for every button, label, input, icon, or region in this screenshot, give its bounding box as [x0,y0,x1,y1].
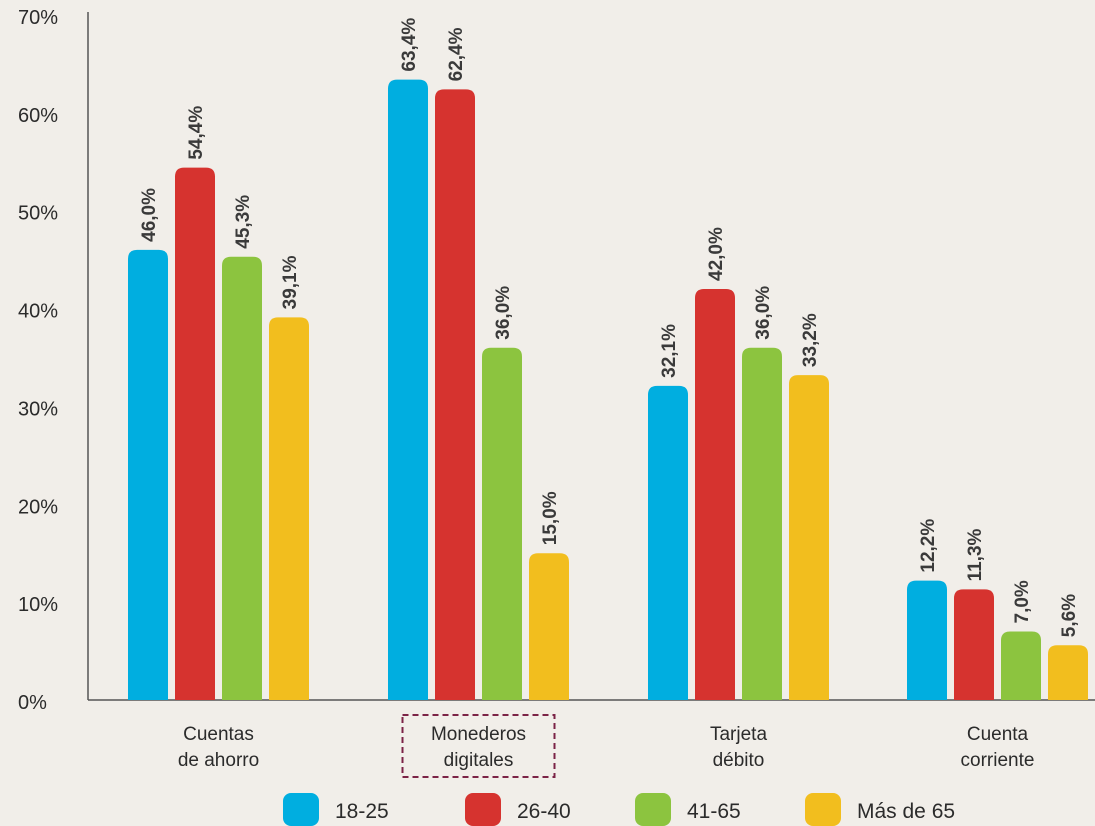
bar [529,553,569,700]
legend-swatch [283,793,319,826]
legend: 18-25 26-40 41-65 Más de 65 [283,793,955,826]
data-labels: 46,0% 63,4% 32,1% 12,2% 54,4% 62,4% 42,0% 11,3%… [139,18,1080,638]
category-label: Cuenta [967,724,1029,745]
y-tick-label: 40% [18,301,58,323]
legend-swatch [465,793,501,826]
data-label: 12,2% [918,519,939,573]
y-tick-label: 50% [18,203,58,225]
bar [222,256,262,700]
bar [907,580,947,700]
y-tick-label: 0% [18,692,47,714]
data-label: 42,0% [706,227,727,281]
y-tick-label: 20% [18,496,58,518]
bar [388,79,428,701]
category-label: corriente [961,750,1035,771]
bar [128,249,168,700]
legend-label: Más de 65 [857,800,955,823]
data-label: 63,4% [399,18,420,72]
bar [742,347,782,700]
category-label: Cuentas [183,724,254,745]
legend-swatch [635,793,671,826]
bar [1001,631,1041,700]
bar [435,89,475,700]
y-axis-ticks: 0% 10% 20% 30% 40% 50% 60% 70% [18,7,58,714]
data-label: 62,4% [446,27,467,81]
bar [695,289,735,700]
category-labels: Cuentas de ahorro Monederos digitales Tarjet… [178,714,1035,778]
data-label: 15,0% [540,491,561,545]
category-label: débito [713,750,765,771]
bar [648,385,688,700]
data-label: 46,0% [139,188,160,242]
legend-swatch [805,793,841,826]
bar [482,347,522,700]
data-label: 39,1% [280,255,301,309]
legend-label: 41-65 [687,800,741,823]
highlight-box [401,714,556,778]
bar [954,589,994,700]
y-tick-label: 70% [18,7,58,29]
category-label: Monederos [431,724,526,745]
data-label: 36,0% [753,286,774,340]
y-tick-label: 10% [18,594,58,616]
data-label: 45,3% [233,195,254,249]
data-label: 32,1% [659,324,680,378]
bar [789,375,829,700]
data-label: 7,0% [1012,580,1033,623]
data-label: 36,0% [493,286,514,340]
data-label: 5,6% [1059,594,1080,637]
y-tick-label: 60% [18,105,58,127]
bar [1048,645,1088,700]
bars [128,79,1088,701]
data-label: 54,4% [186,106,207,160]
category-label: Tarjeta [710,724,767,745]
category-label: digitales [444,750,514,771]
data-label: 11,3% [965,528,986,581]
category-label: de ahorro [178,750,259,771]
y-tick-label: 30% [18,398,58,420]
data-label: 33,2% [800,313,821,367]
bar [269,317,309,700]
legend-label: 26-40 [517,800,571,823]
legend-label: 18-25 [335,800,389,823]
bar [175,167,215,700]
